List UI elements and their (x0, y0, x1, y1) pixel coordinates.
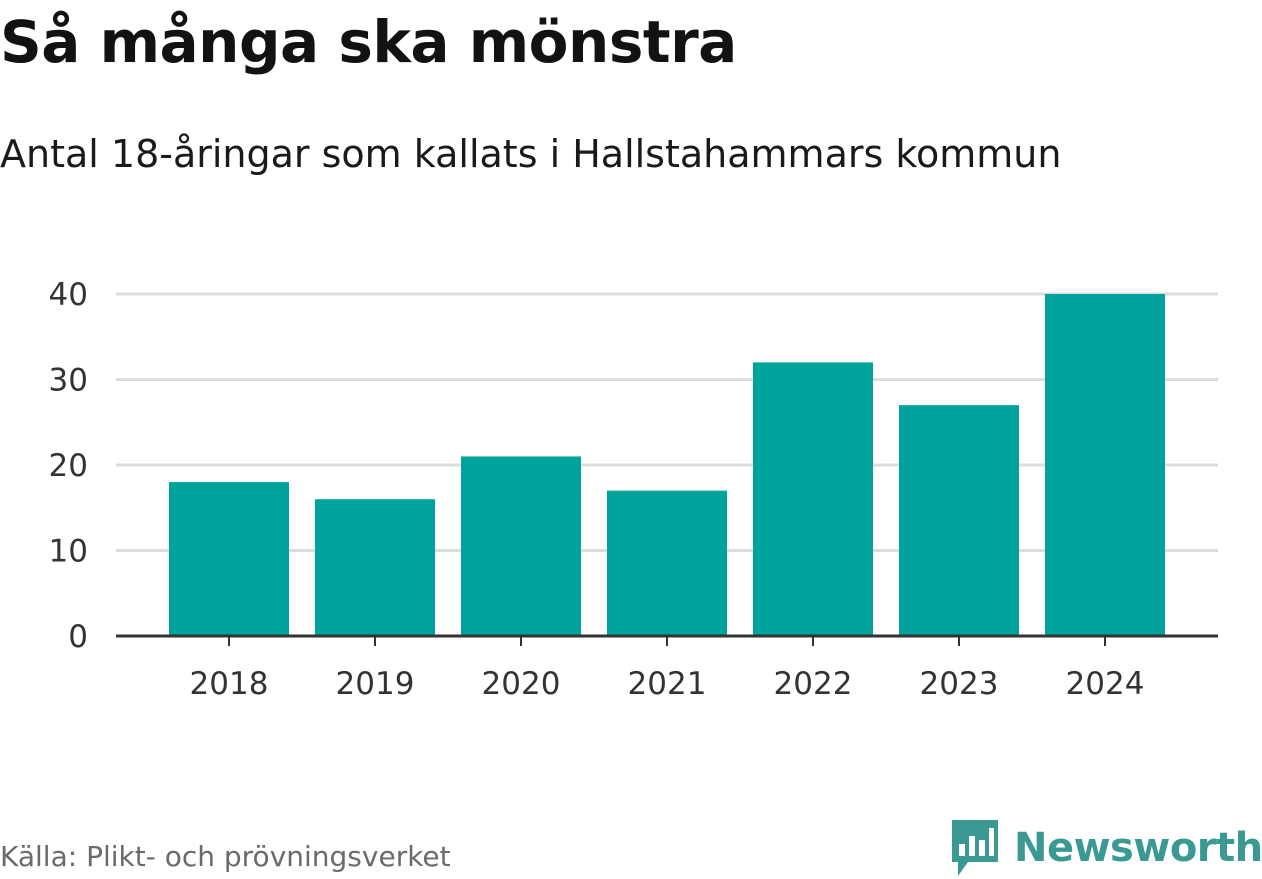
y-axis-ticks: 0 10 20 30 40 (49, 277, 88, 655)
x-tick-label: 2023 (920, 666, 999, 702)
x-axis-ticks: 2018 2019 2020 2021 2022 2023 2024 (190, 636, 1145, 702)
y-tick-label: 20 (49, 448, 88, 484)
bar-2023 (899, 405, 1019, 636)
bar-2022 (753, 362, 873, 636)
x-tick-label: 2020 (482, 666, 561, 702)
logo-text: Newsworthy (1014, 825, 1262, 871)
y-tick-label: 0 (68, 619, 88, 655)
y-tick-label: 10 (49, 534, 88, 570)
source-note: Källa: Plikt- och prövningsverket (0, 840, 451, 873)
chart-bubble-icon (952, 820, 998, 876)
y-tick-label: 40 (49, 277, 88, 313)
chart-subtitle: Antal 18-åringar som kallats i Hallstaha… (0, 132, 1062, 176)
bars (169, 294, 1165, 636)
bar-2021 (607, 490, 727, 636)
y-tick-label: 30 (49, 363, 88, 399)
bar-2019 (315, 499, 435, 636)
x-tick-label: 2021 (628, 666, 707, 702)
bar-2024 (1045, 294, 1165, 636)
chart-title: Så många ska mönstra (0, 8, 737, 76)
newsworthy-logo: Newsworthy (950, 818, 1262, 878)
x-tick-label: 2024 (1066, 666, 1145, 702)
x-tick-label: 2019 (336, 666, 415, 702)
bar-2020 (461, 456, 581, 636)
bar-2018 (169, 482, 289, 636)
x-tick-label: 2018 (190, 666, 269, 702)
x-tick-label: 2022 (774, 666, 853, 702)
